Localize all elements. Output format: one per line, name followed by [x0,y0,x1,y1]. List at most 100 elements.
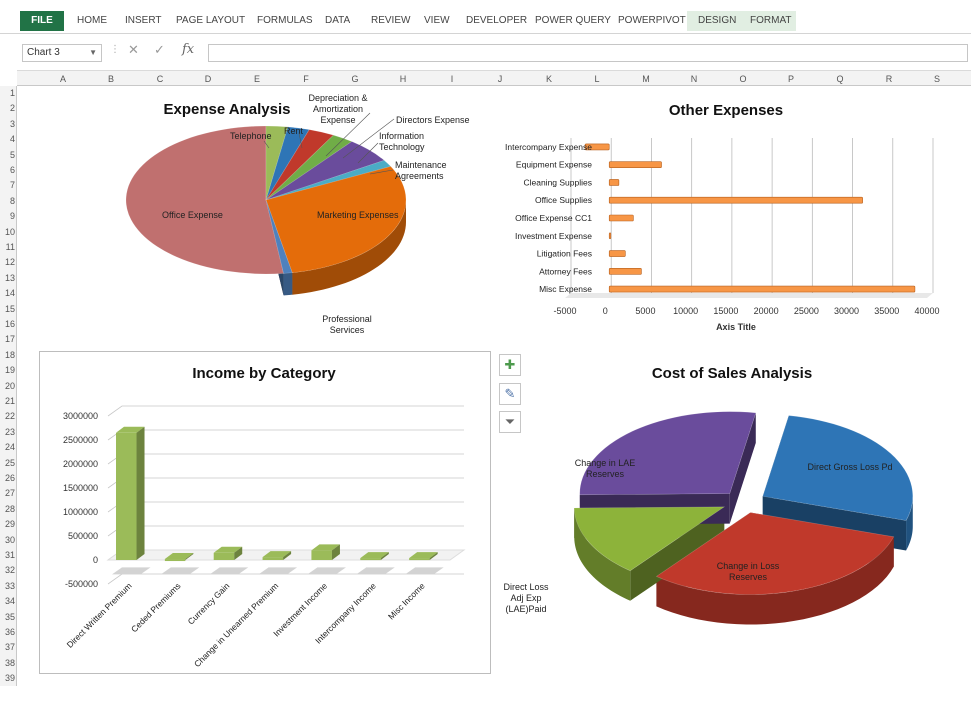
tab-data[interactable]: DATA [325,15,351,26]
pie-slice [579,411,757,496]
row-header[interactable]: 18 [4,349,15,360]
row-header[interactable]: 23 [4,426,15,437]
row-header[interactable]: 21 [4,396,15,406]
tick-label: 3000000 [63,411,98,421]
row-header[interactable]: 32 [4,565,15,576]
column-header[interactable]: J [497,74,503,84]
column-header[interactable]: F [303,74,309,84]
name-box[interactable]: Chart 3 ▼ [22,44,102,62]
column-header[interactable]: C [156,74,164,84]
column-header[interactable]: A [59,74,66,84]
column-header[interactable]: I [450,74,454,84]
pie-slice [762,415,914,521]
column-header[interactable]: B [107,74,114,84]
chart-title: Cost of Sales Analysis [652,365,812,382]
row-header[interactable]: 36 [4,627,15,637]
row-header[interactable]: 17 [4,334,15,345]
row-header[interactable]: 10 [4,226,15,237]
column-header[interactable]: M [642,74,650,84]
row-header[interactable]: 31 [4,550,15,560]
tick-label: 10000 [673,306,698,316]
column-header[interactable]: L [594,74,600,84]
chart-other-expenses[interactable]: Other Expenses -5000 0 5000 10000 15000 20000 2… [492,88,970,348]
row-header[interactable]: 6 [9,165,15,175]
tab-insert[interactable]: INSERT [125,15,162,26]
column-header[interactable]: K [545,74,552,84]
row-header[interactable]: 3 [9,118,15,129]
tab-formulas[interactable]: FORMULAS [257,15,313,26]
column-header[interactable]: R [885,74,893,84]
row-header[interactable]: 34 [4,596,15,607]
row-header[interactable]: 28 [4,503,15,514]
row-header[interactable]: 39 [4,673,15,684]
row-header[interactable]: 30 [4,534,15,545]
row-header[interactable]: 9 [9,211,15,222]
chart-expense-analysis[interactable]: Expense Analysis Office Expense Telephone R… [40,88,490,348]
chart-title: Expense Analysis [163,101,290,118]
tab-file[interactable]: FILE [20,11,64,31]
data-label: Telephone [230,131,272,141]
row-header[interactable]: 22 [4,411,15,422]
chart-cost-of-sales-analysis[interactable]: Cost of Sales Analysis Direct Gross Loss … [492,352,970,652]
row-header[interactable]: 37 [4,642,15,653]
row-header[interactable]: 1 [9,88,15,98]
tab-view[interactable]: VIEW [424,15,450,26]
enter-icon[interactable]: ✓ [154,42,165,57]
tab-home[interactable]: HOME [77,15,107,26]
column-header[interactable]: D [204,74,212,84]
column-header[interactable]: G [351,74,359,84]
row-header[interactable]: 2 [9,103,15,114]
row-header[interactable]: 16 [4,319,15,329]
row-header[interactable]: 4 [9,134,15,145]
data-label: Office Expense [162,210,223,220]
chart-income-by-category[interactable]: Income by Category 3000000 2500000 2000000 1… [40,352,490,672]
row-header[interactable]: 12 [4,257,15,268]
tab-power-query[interactable]: POWER QUERY [535,15,611,26]
insert-function-icon[interactable]: fx [182,42,195,57]
row-header[interactable]: 15 [4,303,15,314]
pie-slice [573,506,726,572]
row-header[interactable]: 25 [4,457,15,468]
chart-elements-button[interactable]: ✚ [499,354,521,376]
leader-line [369,169,394,175]
tab-powerpivot[interactable]: POWERPIVOT [618,15,686,26]
row-header[interactable]: 7 [9,180,15,191]
chevron-down-icon[interactable]: ▼ [89,48,97,57]
column-header[interactable]: H [399,74,407,84]
leader-line [357,142,379,164]
gridline [107,429,464,441]
column-header[interactable]: S [933,74,940,84]
column-header[interactable]: N [690,74,698,84]
tab-developer[interactable]: DEVELOPER [466,15,528,26]
tick-label: 0 [603,306,608,316]
row-header[interactable]: 8 [9,195,15,206]
row-header[interactable]: 26 [4,473,15,483]
chart-styles-button[interactable]: ✎ [499,383,521,405]
tab-page-layout[interactable]: PAGE LAYOUT [176,15,246,26]
row-header[interactable]: 19 [4,365,15,376]
column-header[interactable]: Q [836,74,844,84]
formula-input[interactable] [208,44,968,62]
row-header[interactable]: 11 [5,242,15,252]
cancel-icon[interactable]: ✕ [128,42,139,57]
row-header[interactable]: 27 [4,488,15,499]
column-header[interactable]: O [739,74,747,84]
column-header[interactable]: P [787,74,794,84]
tick-label: 40000 [914,306,939,316]
row-header[interactable]: 35 [4,611,15,622]
row-header[interactable]: 33 [4,580,15,591]
row-header[interactable]: 38 [4,657,15,668]
tab-format[interactable]: FORMAT [750,15,792,26]
row-header[interactable]: 14 [4,288,15,299]
chart-filters-button[interactable]: ⏷ [499,411,521,433]
bar [608,214,634,222]
tab-design[interactable]: DESIGN [698,15,737,26]
column-header[interactable]: E [253,74,260,84]
row-header[interactable]: 5 [9,149,15,160]
row-header[interactable]: 24 [4,442,15,453]
row-header[interactable]: 13 [4,272,15,283]
bar [360,552,389,561]
row-header[interactable]: 29 [4,519,15,530]
row-header[interactable]: 20 [4,380,15,391]
tab-review[interactable]: REVIEW [371,15,411,26]
